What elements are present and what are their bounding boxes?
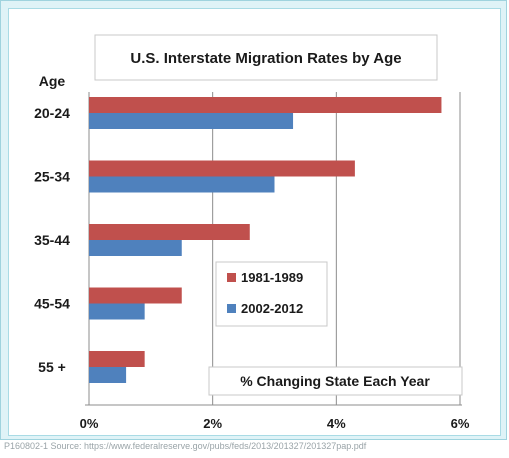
- bar-2002-2012-45-54: [89, 303, 145, 320]
- category-label: 25-34: [34, 169, 70, 185]
- legend-swatch-1981-1989: [227, 273, 236, 282]
- x-tick-label: 0%: [80, 416, 99, 431]
- bar-2002-2012-20-24: [89, 113, 294, 129]
- bar-2002-2012-25-34: [89, 176, 275, 193]
- legend-label-2002-2012: 2002-2012: [241, 301, 303, 316]
- category-label: 20-24: [34, 105, 70, 121]
- bar-1981-1989-25-34: [89, 160, 355, 177]
- migration-chart: U.S. Interstate Migration Rates by Age A…: [34, 34, 470, 431]
- x-tick-label: 2%: [203, 416, 222, 431]
- legend-swatch-2002-2012: [227, 304, 236, 313]
- bar-1981-1989-55 +: [89, 351, 145, 367]
- category-label: 35-44: [34, 232, 70, 248]
- bar-2002-2012-35-44: [89, 240, 182, 256]
- value-axis-annotation: % Changing State Each Year: [240, 373, 430, 389]
- x-tick-label: 4%: [327, 416, 346, 431]
- legend-label-1981-1989: 1981-1989: [241, 270, 303, 285]
- source-note: P160802-1 Source: https://www.federalres…: [4, 441, 367, 451]
- bar-1981-1989-35-44: [89, 224, 250, 240]
- x-tick-label: 6%: [451, 416, 470, 431]
- bar-1981-1989-45-54: [89, 287, 182, 304]
- chart-title: U.S. Interstate Migration Rates by Age: [130, 50, 401, 67]
- category-label: 55 +: [38, 359, 66, 375]
- bar-1981-1989-20-24: [89, 97, 442, 113]
- legend: 1981-1989 2002-2012: [215, 261, 328, 327]
- category-label: 45-54: [34, 296, 70, 312]
- bar-2002-2012-55 +: [89, 367, 127, 383]
- category-axis-label: Age: [39, 73, 66, 89]
